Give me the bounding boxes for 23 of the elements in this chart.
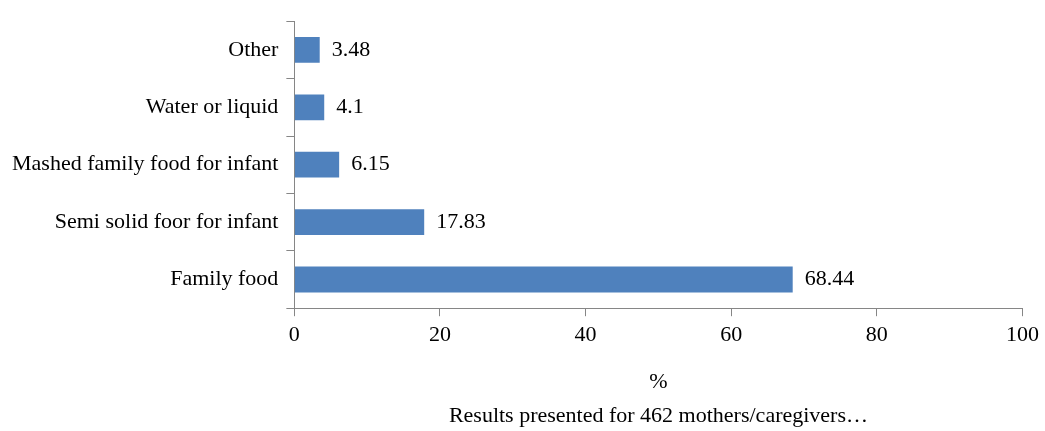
y-tick-label: Other (228, 35, 280, 61)
y-tick-label: Semi solid foor for infant (54, 207, 279, 233)
x-tick-label: 40 (574, 321, 597, 347)
x-tick-label: 0 (288, 321, 300, 347)
data-label: 6.15 (351, 150, 390, 176)
bar (294, 151, 340, 178)
data-label: 4.1 (336, 93, 364, 119)
bar (294, 36, 320, 63)
x-tick-label: 100 (1006, 321, 1039, 347)
bar (294, 94, 325, 121)
x-axis-title: % (649, 367, 668, 393)
y-tick-label: Family food (170, 265, 279, 291)
y-tick-label: Water or liquid (145, 93, 279, 119)
x-tick-label: 60 (720, 321, 743, 347)
bar (294, 209, 425, 236)
y-tick-label: Mashed family food for infant (12, 150, 279, 176)
x-tick-label: 20 (429, 321, 451, 347)
x-tick-label: 80 (865, 321, 888, 347)
bar (294, 266, 793, 293)
data-label: 3.48 (331, 35, 371, 61)
data-label: 17.83 (436, 207, 486, 233)
text: Results presented for 462 mothers/caregivers… (448, 401, 868, 427)
data-label: 68.44 (804, 265, 855, 291)
